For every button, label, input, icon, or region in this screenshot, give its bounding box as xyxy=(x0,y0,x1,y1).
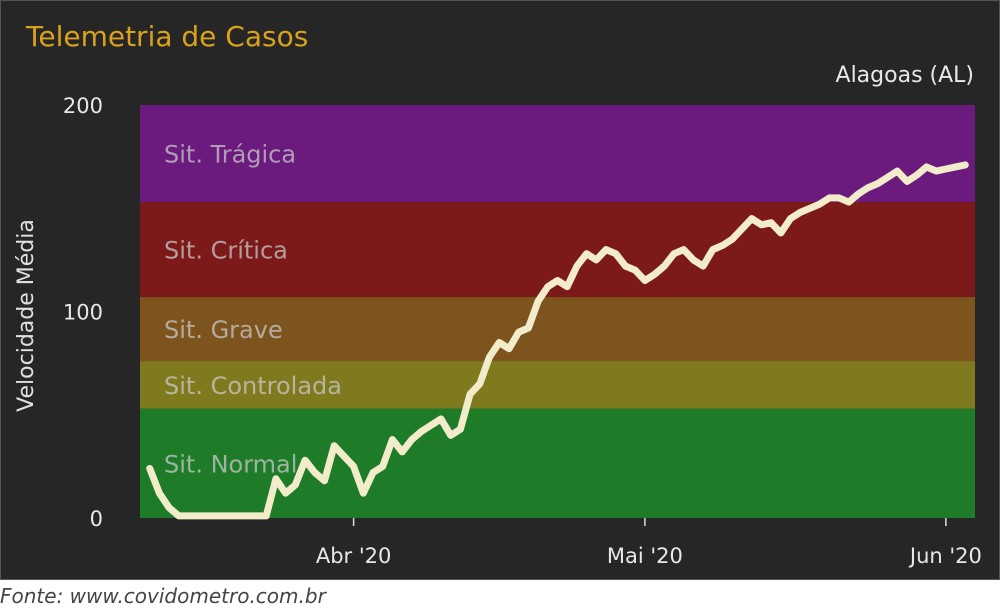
band-sit-normal xyxy=(140,408,975,518)
y-tick-label: 0 xyxy=(90,507,103,531)
band-label: Sit. Grave xyxy=(164,316,283,344)
series-line xyxy=(146,161,969,520)
band-label: Sit. Normal xyxy=(164,450,297,478)
chart: Sit. Normal Sit. Controlada Sit. Grave Sit.… xyxy=(14,94,982,568)
chart-panel: Telemetria de Casos Alagoas (AL) Sit. No… xyxy=(0,0,1000,580)
chart-title: Telemetria de Casos xyxy=(26,20,309,53)
y-tick-label: 100 xyxy=(63,301,103,325)
band-sit-controlada xyxy=(140,361,975,409)
band-sit-tr-gica xyxy=(140,105,975,203)
source-note: Fonte: www.covidometro.com.br xyxy=(0,584,326,608)
region-label: Alagoas (AL) xyxy=(835,63,974,88)
band-label: Sit. Trágica xyxy=(164,141,296,169)
band-sit-grave xyxy=(140,297,975,362)
y-tick-label: 200 xyxy=(63,94,103,118)
band-label: Sit. Controlada xyxy=(164,372,342,400)
x-tick-label: Jun '20 xyxy=(908,544,982,568)
x-tick-label: Abr '20 xyxy=(316,544,392,568)
x-tick-label: Mai '20 xyxy=(607,544,683,568)
band-label: Sit. Crítica xyxy=(164,237,288,265)
y-axis-label: Velocidade Média xyxy=(14,219,39,412)
